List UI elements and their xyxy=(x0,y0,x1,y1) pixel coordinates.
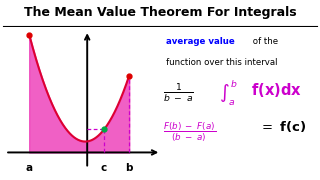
Text: $\int_a^b$: $\int_a^b$ xyxy=(219,78,238,107)
Text: a: a xyxy=(26,163,33,173)
Text: $=\ \mathbf{f(c)}$: $=\ \mathbf{f(c)}$ xyxy=(259,119,307,134)
Text: The Mean Value Theorem For Integrals: The Mean Value Theorem For Integrals xyxy=(24,6,296,19)
Text: of the: of the xyxy=(250,37,278,46)
Text: $\frac{F(b)\ -\ F(a)}{(b\ -\ a)}$: $\frac{F(b)\ -\ F(a)}{(b\ -\ a)}$ xyxy=(163,120,216,144)
Text: c: c xyxy=(101,163,107,173)
Text: average value: average value xyxy=(166,37,235,46)
Text: b: b xyxy=(125,163,133,173)
Text: function over this interval: function over this interval xyxy=(166,58,278,67)
Text: $\frac{1}{b\ -\ a}$: $\frac{1}{b\ -\ a}$ xyxy=(163,81,194,104)
Text: $\mathbf{f(x)dx}$: $\mathbf{f(x)dx}$ xyxy=(251,80,302,98)
